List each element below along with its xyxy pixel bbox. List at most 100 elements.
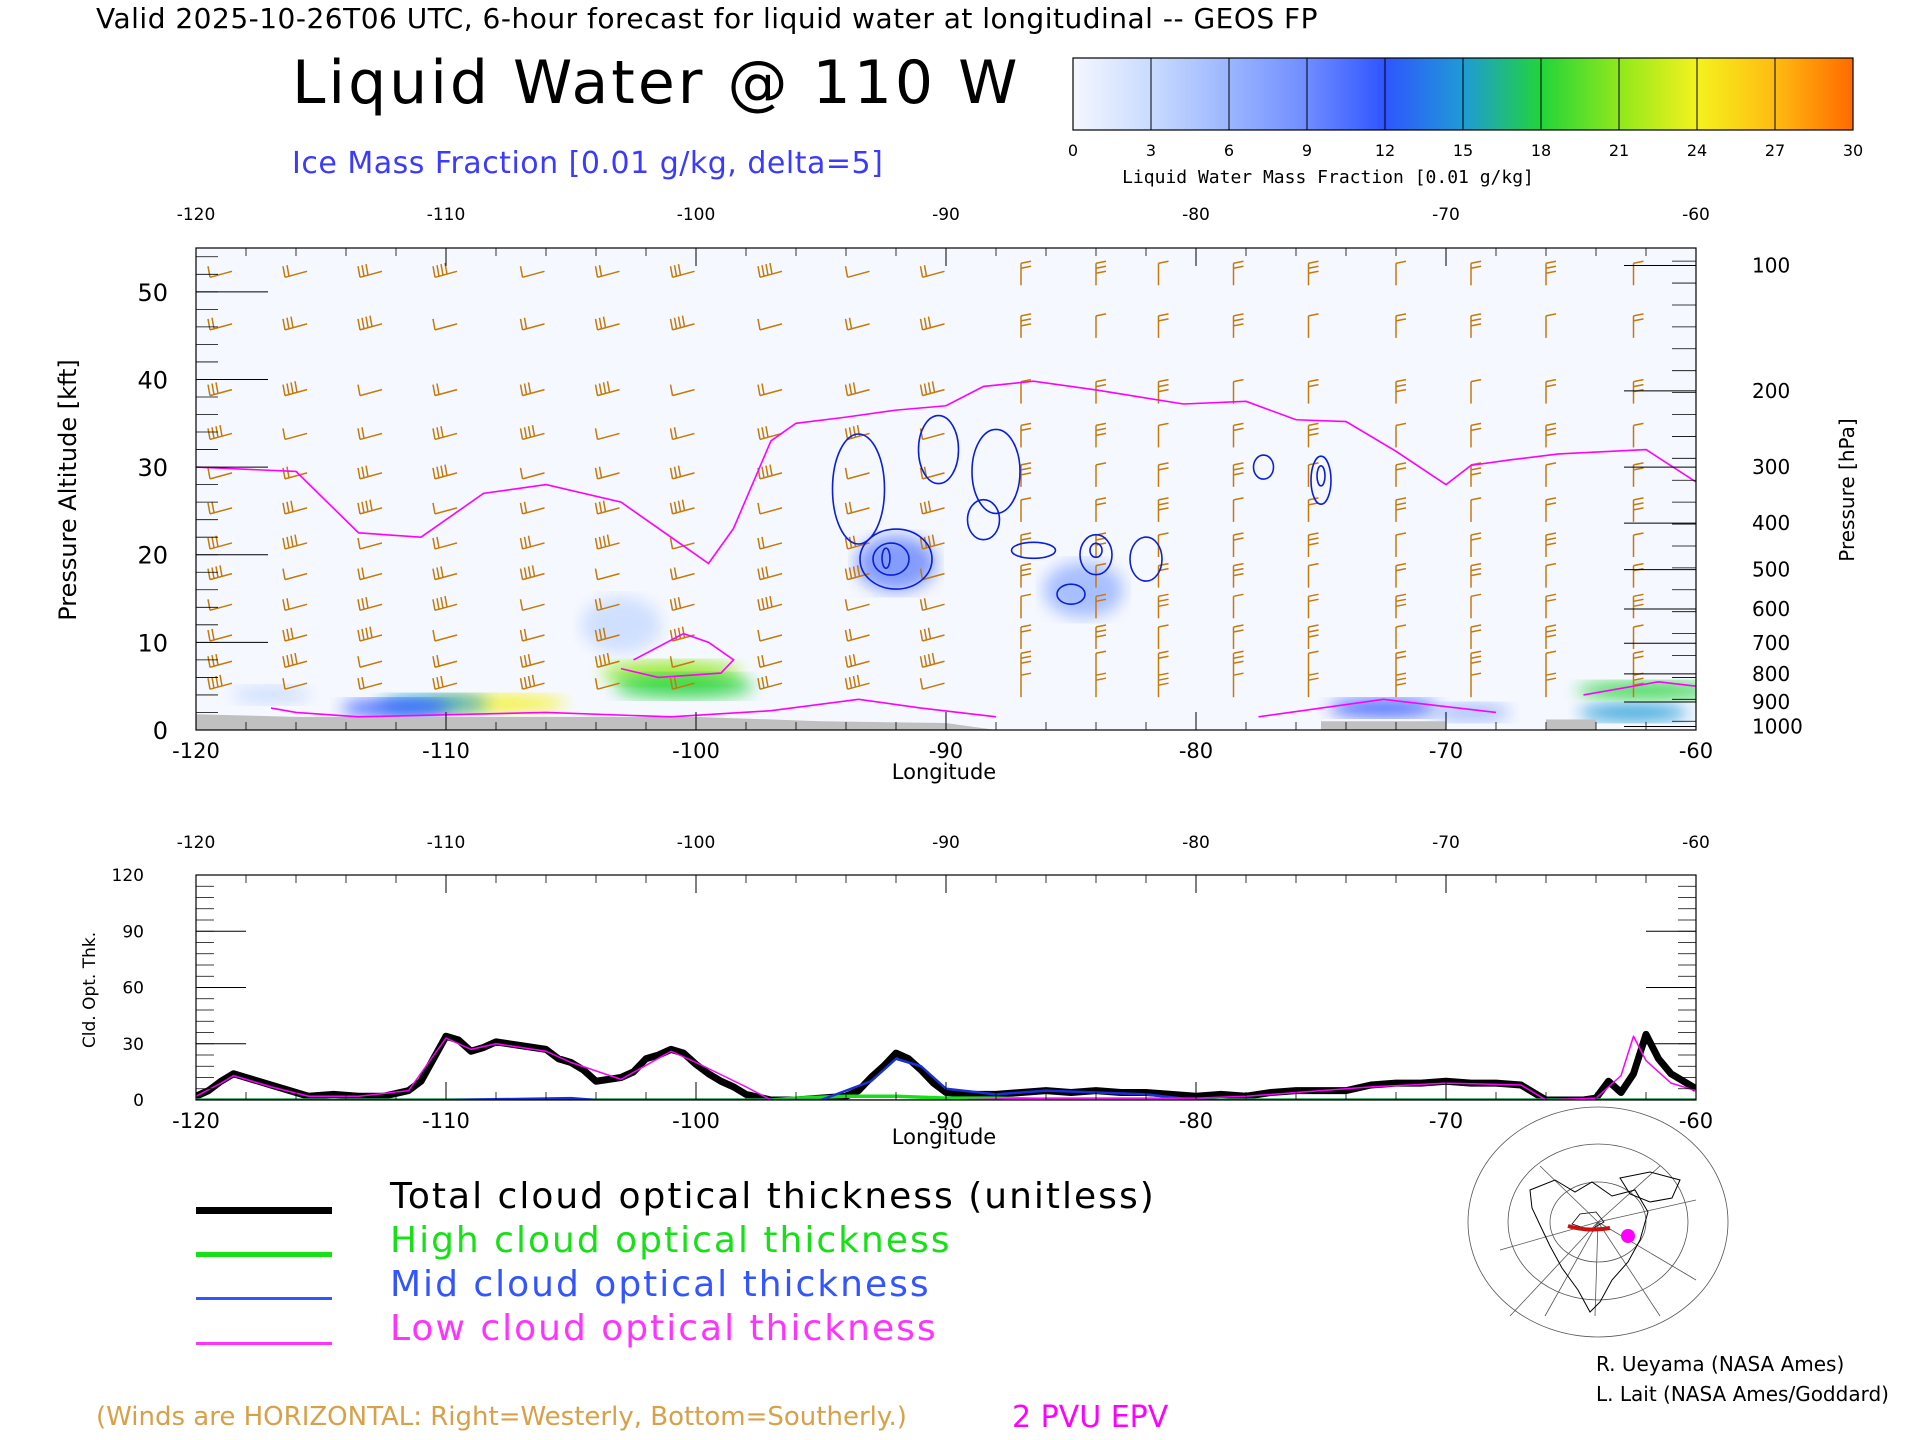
bottom-x-tick-label-top: -110 (427, 833, 466, 853)
y-tick-label: 10 (137, 629, 168, 657)
barb-feather (848, 501, 853, 513)
wind-barb (1307, 562, 1319, 588)
barb-feather (1233, 427, 1244, 432)
barb-feather (282, 568, 286, 580)
barb-feather (523, 501, 528, 513)
barb-feather (1395, 383, 1407, 388)
barb-feather (1095, 497, 1107, 501)
barb-feather (1633, 383, 1644, 388)
barb-feather (598, 598, 603, 610)
wind-barb (1545, 672, 1557, 698)
barb-feather (357, 678, 361, 690)
top-axes: -120 -120 -110 -110 -100 -100 -90 -90 -80 -80 -70 -… (137, 205, 1802, 763)
barb-feather (432, 599, 436, 611)
barb-feather (677, 316, 682, 328)
barb-feather (1158, 502, 1169, 506)
barb-feather (207, 502, 211, 515)
barb-feather (927, 535, 932, 547)
barb-feather (1395, 422, 1407, 427)
barb-staff (284, 270, 308, 279)
barb-staff (434, 634, 458, 642)
barb-feather (286, 598, 290, 610)
barb-staff (522, 270, 545, 279)
wind-barb (1232, 562, 1244, 588)
barb-staff (522, 572, 545, 581)
wind-barb (669, 465, 695, 480)
wind-barb (1545, 562, 1557, 588)
barb-staff (672, 432, 695, 441)
barb-feather (594, 678, 599, 690)
barb-staff (434, 432, 458, 441)
barb-feather (1633, 677, 1644, 681)
barb-feather (761, 265, 765, 277)
wind-barb (919, 627, 945, 642)
barb-feather (432, 537, 436, 550)
legend-total-label: Total cloud optical thickness (unitless) (390, 1176, 1156, 1217)
barb-feather (1545, 260, 1557, 265)
wind-barb (594, 534, 620, 550)
wind-barb (1632, 624, 1644, 649)
barb-feather (290, 535, 294, 547)
wind-barb (919, 381, 945, 397)
barb-feather (919, 502, 924, 515)
barb-feather (669, 502, 674, 515)
barb-feather (602, 653, 607, 666)
wind-barb (519, 535, 545, 550)
wind-barb (1470, 672, 1482, 698)
barb-feather (361, 466, 365, 478)
wind-barb (432, 536, 458, 550)
wind-barb (1020, 532, 1032, 557)
barb-feather (432, 318, 436, 331)
barb-feather (1470, 537, 1482, 541)
barb-feather (1233, 629, 1244, 633)
barb-feather (931, 381, 936, 393)
wind-barb (757, 464, 783, 480)
cross-section-panel: -120 -120 -110 -110 -100 -100 -90 -90 -80 -80 -70 -… (54, 205, 1859, 784)
barb-staff (672, 388, 695, 397)
barb-feather (673, 427, 678, 439)
barb-feather (1308, 598, 1319, 603)
barb-staff (522, 432, 545, 441)
wind-barb (1307, 378, 1319, 404)
terrain-fill (196, 714, 1696, 730)
barb-staff (284, 634, 308, 642)
barb-staff (434, 323, 458, 331)
bottom-x-tick-label-top: -120 (177, 833, 216, 853)
barb-feather (602, 382, 607, 394)
wind-barb (282, 568, 308, 581)
barb-feather (1020, 422, 1032, 427)
barb-feather (1233, 422, 1244, 427)
barb-feather (1020, 265, 1032, 270)
barb-feather (1095, 672, 1107, 676)
barb-feather (1545, 562, 1557, 567)
barb-feather (1158, 672, 1169, 676)
x-axis-label: Longitude (892, 760, 996, 784)
barb-feather (848, 628, 853, 641)
ice-contour (1079, 533, 1113, 576)
barb-feather (757, 266, 761, 278)
wind-barb (1020, 497, 1032, 522)
wind-barb (1632, 422, 1644, 448)
barb-staff (597, 634, 620, 642)
colorbar-frame (1072, 57, 1854, 131)
barb-feather (1395, 624, 1407, 628)
barb-feather (761, 567, 765, 579)
barb-feather (1020, 462, 1032, 466)
wind-barb (282, 316, 308, 331)
barb-feather (1158, 313, 1169, 317)
wind-barb (594, 598, 620, 612)
barb-feather (361, 598, 365, 610)
barb-feather (1158, 562, 1169, 567)
barb-staff (522, 542, 545, 550)
barb-feather (436, 598, 440, 610)
barb-feather (207, 568, 211, 580)
barb-feather (357, 656, 361, 668)
wind-barb (669, 499, 695, 515)
colorbar-tick-label: 15 (1453, 141, 1473, 160)
barb-feather (919, 678, 924, 690)
barb-feather (1233, 567, 1244, 572)
barb-feather (365, 263, 369, 276)
bottom-y-tick-label: 120 (112, 866, 144, 886)
barb-staff (759, 603, 783, 612)
